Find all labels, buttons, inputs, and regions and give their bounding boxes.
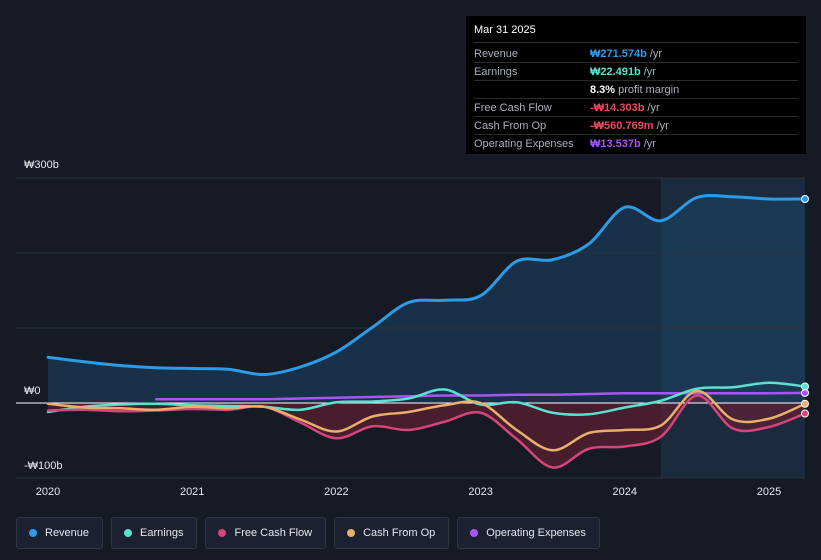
cash-from-op-line <box>46 389 807 452</box>
tooltip-row-unit: /yr <box>656 119 669 132</box>
tooltip-row-label: Revenue <box>474 47 519 60</box>
x-tick-label: 2022 <box>324 486 349 498</box>
legend-label: Free Cash Flow <box>234 527 313 539</box>
tooltip-row-label: Cash From Op <box>474 119 547 132</box>
legend-dot-icon <box>470 529 479 537</box>
tooltip-row-label: Earnings <box>474 65 518 78</box>
tooltip-row-unit: /yr <box>647 101 660 114</box>
legend-item-free-cash-flow[interactable]: Free Cash Flow <box>205 517 327 549</box>
legend-label: Operating Expenses <box>486 527 586 539</box>
revenue-area <box>48 195 806 403</box>
tooltip-row: Free Cash Flow -₩14.303b/yr <box>474 99 798 117</box>
tooltip-row-value: ₩13.537b <box>590 137 641 150</box>
legend-item-revenue[interactable]: Revenue <box>16 517 104 549</box>
tooltip-row-unit: /yr <box>649 47 663 60</box>
legend-label: Revenue <box>45 527 90 539</box>
free-cash-flow-line <box>46 394 807 469</box>
x-tick-label: 2020 <box>35 486 61 498</box>
tooltip-row-unit: /yr <box>643 137 656 150</box>
y-tick-label-300: ₩300b <box>24 159 59 171</box>
legend-item-operating-expenses[interactable]: Operating Expenses <box>457 517 600 549</box>
data-tooltip: Mar 31 2025 Revenue ₩271.574b/yr Earnings ₩… <box>466 16 806 154</box>
revenue-line <box>46 193 807 377</box>
x-tick-label: 2024 <box>612 486 638 498</box>
tooltip-row-unit: profit margin <box>618 83 680 96</box>
tooltip-row-unit: /yr <box>643 65 656 78</box>
tooltip-row: Revenue ₩271.574b/yr <box>474 45 798 63</box>
tooltip-row: Operating Expenses ₩13.537b/yr <box>474 135 798 152</box>
legend-dot-icon <box>124 529 133 537</box>
cash-from-op-end-dot <box>801 399 809 408</box>
legend-item-cash-from-op[interactable]: Cash From Op <box>334 517 450 549</box>
free-cash-flow-area <box>48 395 806 468</box>
tooltip-row: Cash From Op -₩560.769m/yr <box>474 117 798 135</box>
revenue-end-dot <box>801 195 809 203</box>
legend-dot-icon <box>218 529 227 537</box>
chart-legend: Revenue Earnings Free Cash Flow Cash From O… <box>16 517 600 549</box>
x-tick-label: 2023 <box>468 486 493 498</box>
tooltip-row: Earnings ₩22.491b/yr <box>474 63 798 81</box>
operating-expenses-line <box>154 391 807 401</box>
earnings-end-dot <box>801 382 809 391</box>
y-tick-label-neg100: -₩100b <box>24 460 63 472</box>
tooltip-row: 8.3% profit margin <box>474 81 798 99</box>
x-tick-label: 2025 <box>756 486 782 498</box>
legend-item-earnings[interactable]: Earnings <box>111 517 198 549</box>
legend-dot-icon <box>29 529 37 537</box>
legend-label: Earnings <box>140 527 184 539</box>
tooltip-row-value: -₩560.769m <box>590 119 654 132</box>
tooltip-date: Mar 31 2025 <box>474 24 798 43</box>
legend-label: Cash From Op <box>363 527 436 539</box>
earnings-line <box>46 381 807 416</box>
tooltip-row-value: ₩22.491b <box>590 65 641 78</box>
tooltip-rows: Revenue ₩271.574b/yr Earnings ₩22.491b/yr 8.… <box>474 45 798 152</box>
tooltip-row-value: -₩14.303b <box>590 101 645 114</box>
y-tick-label-0: ₩0 <box>24 385 41 397</box>
tooltip-row-value: 8.3% <box>590 83 616 96</box>
legend-dot-icon <box>347 529 356 537</box>
tooltip-row-label: Free Cash Flow <box>474 101 552 114</box>
x-tick-label: 2021 <box>179 486 205 498</box>
chart-area <box>16 177 809 479</box>
tooltip-row-value: ₩271.574b <box>590 47 647 60</box>
tooltip-row-label: Operating Expenses <box>474 137 574 150</box>
free-cash-flow-end-dot <box>801 409 809 418</box>
